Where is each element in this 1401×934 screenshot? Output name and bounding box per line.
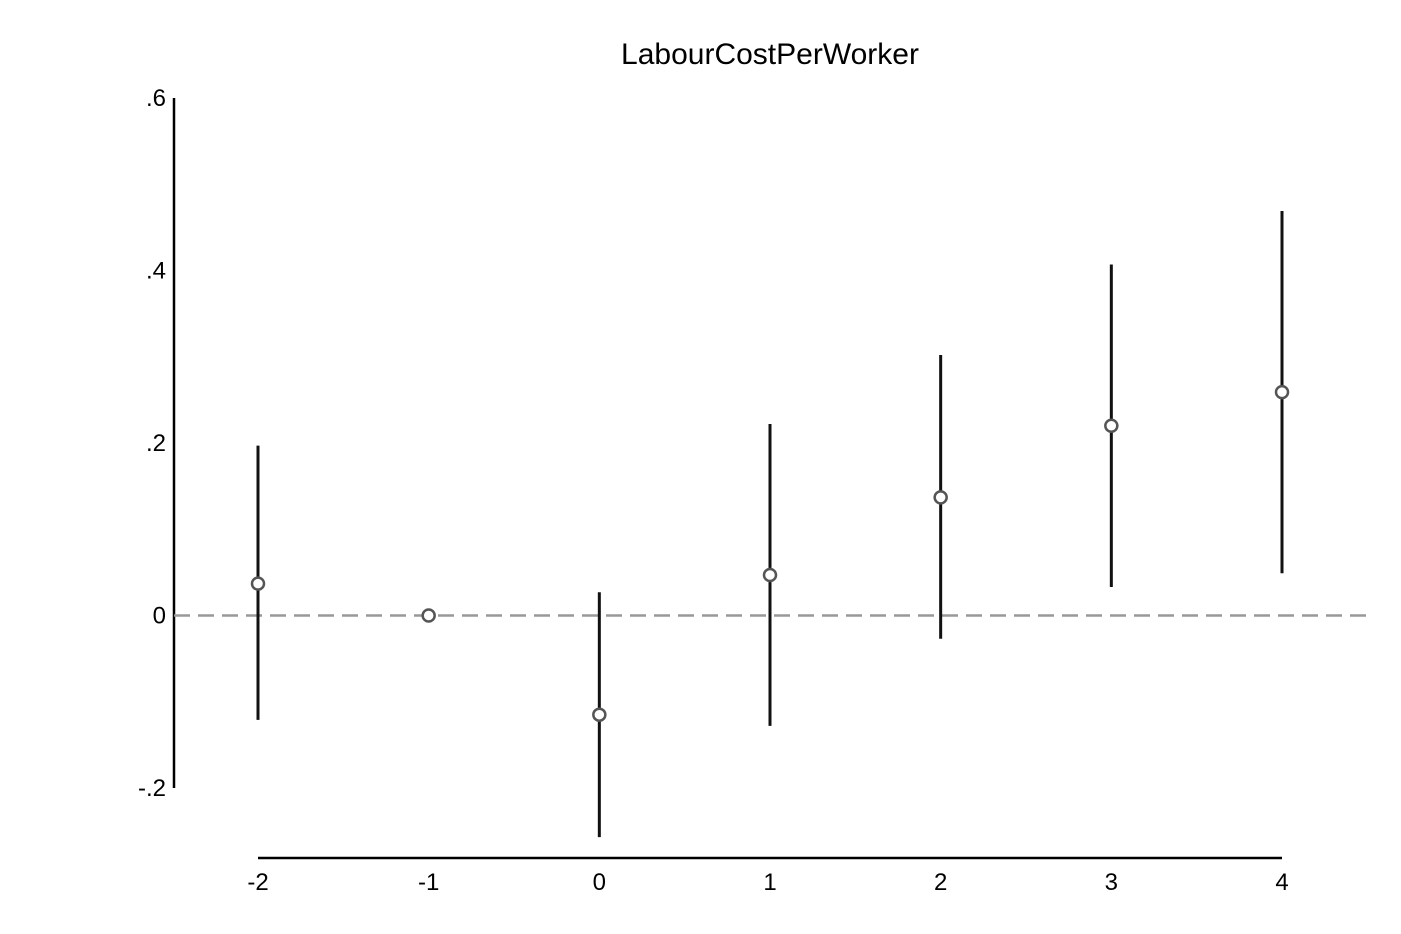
point-estimate-marker (1104, 418, 1119, 433)
point-estimate-marker (592, 707, 607, 722)
point-estimate-marker (762, 567, 778, 583)
point-estimate-marker (933, 490, 948, 505)
point-estimate-marker (250, 576, 266, 591)
x-tick-labels: -2 -1 0 1 2 3 4 (247, 869, 1288, 896)
point-estimate-marker (421, 608, 436, 623)
x-tick-label: 4 (1275, 869, 1288, 896)
y-tick-label: .4 (146, 258, 166, 285)
x-tick-label: -1 (418, 869, 439, 896)
y-tick-labels: .6 .4 .2 0 -.2 (138, 85, 166, 802)
y-tick-label: .2 (146, 430, 166, 457)
x-tick-label: 0 (593, 869, 606, 896)
y-tick-label: -.2 (138, 775, 166, 802)
chart-title: LabourCostPerWorker (621, 38, 919, 71)
x-tick-label: 3 (1105, 869, 1118, 896)
x-tick-label: 1 (763, 869, 776, 896)
y-tick-label: 0 (153, 603, 166, 630)
x-tick-label: 2 (934, 869, 947, 896)
x-tick-label: -2 (247, 869, 268, 896)
confidence-intervals (256, 210, 1284, 838)
point-estimate-marker (1274, 384, 1290, 400)
y-tick-label: .6 (146, 85, 166, 112)
point-estimates (250, 384, 1290, 722)
